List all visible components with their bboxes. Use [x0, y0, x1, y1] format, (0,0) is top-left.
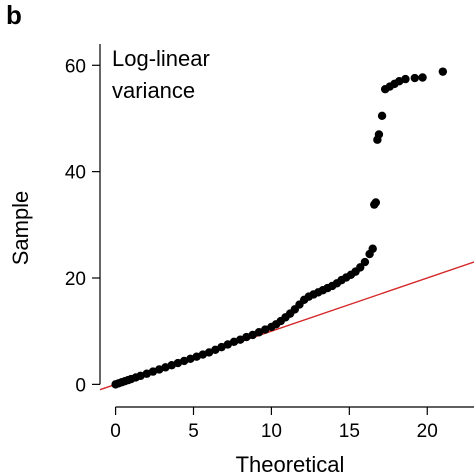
data-point [371, 198, 381, 207]
plot-area: 0 20 40 60 0 5 10 15 20 [65, 44, 474, 442]
panel-label: b [6, 0, 22, 30]
annotation-line-1: Log-linear [112, 46, 210, 71]
y-tick-label: 0 [75, 375, 86, 396]
y-axis-ticks: 0 20 40 60 [65, 56, 100, 396]
data-point [368, 244, 377, 253]
x-tick-label: 0 [110, 421, 121, 442]
x-axis-title: Theoretical [236, 452, 345, 474]
data-point [418, 73, 427, 82]
annotation-line-2: variance [112, 78, 195, 103]
x-tick-label: 15 [339, 421, 360, 442]
x-tick-label: 10 [261, 421, 282, 442]
data-points [111, 67, 448, 389]
data-point [438, 67, 448, 76]
y-tick-label: 40 [65, 163, 86, 184]
x-axis-ticks: 0 5 10 15 20 [110, 407, 438, 442]
y-tick-label: 20 [65, 269, 86, 290]
data-point [374, 130, 384, 139]
x-tick-label: 5 [188, 421, 199, 442]
data-point [377, 111, 387, 120]
y-axis-title: Sample [8, 191, 33, 266]
x-tick-label: 20 [417, 421, 438, 442]
y-tick-label: 60 [65, 56, 86, 77]
data-point [401, 74, 410, 84]
data-point [410, 73, 419, 83]
data-point [360, 257, 370, 267]
